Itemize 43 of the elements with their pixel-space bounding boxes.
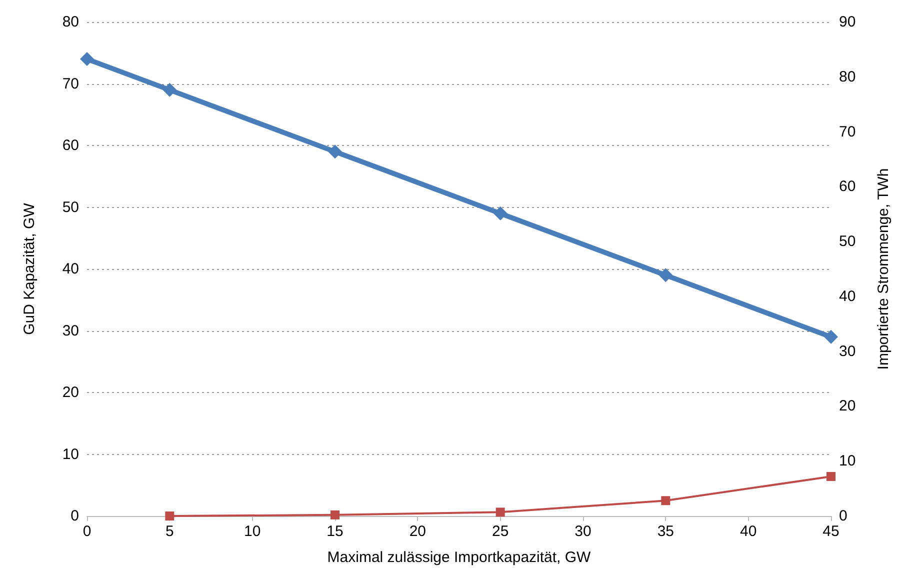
point <box>330 510 340 520</box>
y2-tick-label: 70 <box>839 123 856 140</box>
y2-tick-label: 40 <box>839 288 856 305</box>
y2-tick-label: 50 <box>839 233 856 250</box>
point <box>826 472 836 481</box>
x-tick-label: 0 <box>82 523 92 540</box>
point <box>496 508 505 517</box>
point <box>661 496 670 506</box>
point <box>493 206 508 220</box>
x-tick-label: 25 <box>492 523 509 540</box>
x-tick-label: 10 <box>244 523 261 540</box>
x-tick-label: 20 <box>409 523 426 540</box>
x-tick-label: 30 <box>574 523 592 540</box>
y-tick-label: 30 <box>62 322 79 340</box>
y-tick-label: 10 <box>62 446 79 463</box>
point <box>162 82 177 97</box>
point <box>328 144 342 159</box>
y2-axis-title: Importierte Strommenge, TWh <box>875 168 892 370</box>
point <box>165 512 174 520</box>
y2-tick-label: 60 <box>839 178 856 196</box>
y-tick-label: 0 <box>70 508 79 524</box>
x-axis-title: Maximal zulässige Importkapazität, GW <box>327 549 592 566</box>
y-tick-label: 20 <box>62 384 79 401</box>
x-tick-label: 5 <box>165 523 174 540</box>
y-tick-label: 70 <box>62 75 79 92</box>
y2-tick-label: 90 <box>839 14 856 30</box>
y-tick-label: 40 <box>62 260 79 278</box>
y-tick-label: 50 <box>62 198 79 216</box>
y-axis-title: GuD Kapazität, GW <box>21 202 38 335</box>
y-tick-label: 80 <box>62 14 79 30</box>
y2-tick-label: 30 <box>839 342 856 360</box>
x-tick-label: 15 <box>326 523 344 540</box>
y2-tick-label: 0 <box>839 508 848 524</box>
point <box>824 330 838 344</box>
x-tick-label: 45 <box>822 523 840 540</box>
y2-tick-label: 20 <box>839 398 856 415</box>
x-tick-label: 40 <box>740 523 757 540</box>
point <box>80 52 94 66</box>
y2-tick-label: 10 <box>839 452 856 470</box>
x-tick-label: 35 <box>657 523 674 540</box>
y-tick-label: 60 <box>62 137 79 154</box>
y2-tick-label: 80 <box>839 68 856 86</box>
point <box>658 268 673 282</box>
